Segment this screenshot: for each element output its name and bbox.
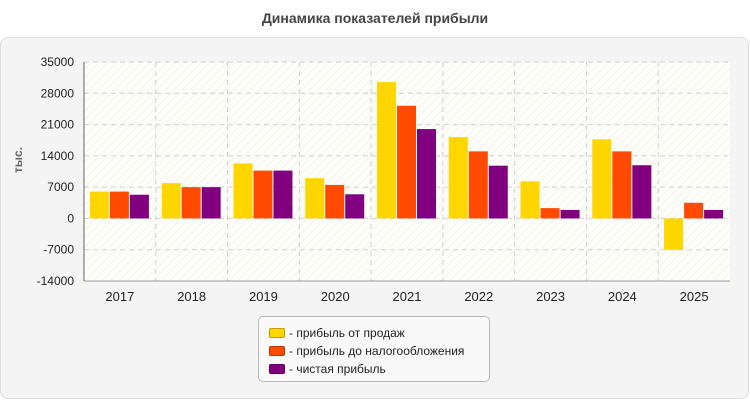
x-tick-label: 2025 — [680, 289, 709, 304]
legend-item-pretax-profit: - прибыль до налогообложения — [269, 342, 489, 360]
bar-2018-series-2 — [181, 187, 201, 219]
y-tick-label: 35000 — [41, 55, 75, 69]
bar-2017-series-2 — [109, 191, 129, 219]
bar-2019-series-2 — [253, 170, 273, 219]
bar-2025-series-2 — [684, 202, 704, 219]
legend: - прибыль от продаж - прибыль до налогоо… — [258, 316, 490, 382]
bar-2022-series-1 — [448, 137, 468, 219]
y-tick-label: 0 — [67, 211, 74, 225]
x-tick-label: 2023 — [536, 289, 565, 304]
x-tick-label: 2018 — [177, 289, 206, 304]
bar-2025-series-1 — [664, 218, 684, 250]
bar-2021-series-3 — [417, 129, 436, 219]
y-tick-label: -14000 — [37, 274, 75, 288]
x-tick-label: 2022 — [464, 289, 493, 304]
x-tick-label: 2017 — [105, 289, 134, 304]
legend-label-net-profit: - чистая прибыль — [289, 362, 386, 376]
y-tick-label: 7000 — [47, 180, 74, 194]
bar-2025-series-3 — [704, 209, 724, 219]
bar-2018-series-1 — [161, 183, 181, 219]
x-tick-label: 2024 — [608, 289, 637, 304]
x-tick-label: 2021 — [393, 289, 422, 304]
bar-2020-series-3 — [345, 194, 365, 219]
bar-2024-series-1 — [592, 139, 612, 219]
bar-2018-series-3 — [201, 187, 221, 219]
bar-2022-series-2 — [468, 151, 488, 219]
legend-label-sales-profit: - прибыль от продаж — [289, 326, 405, 340]
legend-item-net-profit: - чистая прибыль — [269, 360, 489, 378]
x-tick-label: 2020 — [321, 289, 350, 304]
bar-2021-series-1 — [377, 82, 396, 219]
bar-2022-series-3 — [488, 165, 508, 219]
bar-2019-series-3 — [273, 170, 293, 219]
bar-2017-series-1 — [89, 191, 109, 219]
bar-2020-series-1 — [305, 178, 325, 219]
y-tick-label: -7000 — [43, 243, 74, 257]
bar-2023-series-2 — [540, 208, 560, 219]
y-tick-label: 21000 — [41, 118, 75, 132]
y-tick-label: 28000 — [41, 86, 75, 100]
y-tick-label: 14000 — [41, 149, 75, 163]
bar-2021-series-2 — [397, 105, 416, 219]
chart-title: Динамика показателей прибыли — [261, 10, 489, 26]
bar-2024-series-3 — [632, 165, 652, 219]
x-tick-label: 2019 — [249, 289, 278, 304]
legend-swatch-net-profit — [269, 364, 285, 374]
bar-2023-series-1 — [520, 181, 540, 219]
legend-item-sales-profit: - прибыль от продаж — [269, 324, 489, 342]
bar-2020-series-2 — [325, 184, 345, 219]
y-axis-label: тыс. — [11, 147, 25, 173]
legend-swatch-sales-profit — [269, 328, 285, 338]
bar-2024-series-2 — [612, 151, 632, 219]
bar-2023-series-3 — [560, 209, 580, 219]
legend-swatch-pretax-profit — [269, 346, 285, 356]
bar-2019-series-1 — [233, 163, 253, 219]
legend-label-pretax-profit: - прибыль до налогообложения — [289, 344, 465, 358]
bar-2017-series-3 — [129, 194, 149, 219]
